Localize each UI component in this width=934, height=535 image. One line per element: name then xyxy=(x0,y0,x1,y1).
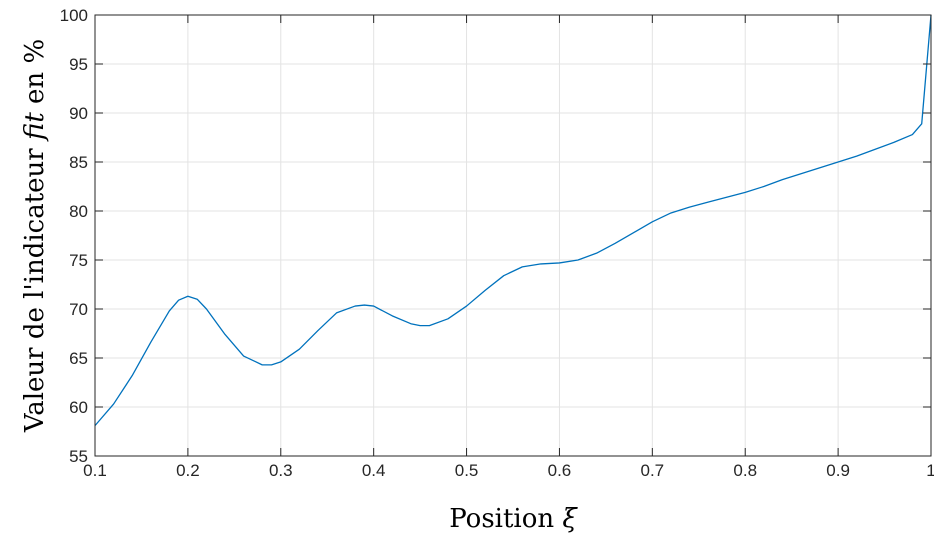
x-tick-label: 0.9 xyxy=(826,461,850,480)
x-tick-label: 1 xyxy=(926,461,934,480)
y-axis-title: Valeur de l'indicateur fit en % xyxy=(20,39,50,433)
series-layer xyxy=(94,14,932,427)
x-tick-label: 0.6 xyxy=(548,461,572,480)
x-tick-label: 0.3 xyxy=(269,461,293,480)
x-tick-label: 0.1 xyxy=(83,461,107,480)
x-axis-title: Position ξ xyxy=(449,504,578,534)
axes-box xyxy=(94,14,932,457)
y-tick-label: 80 xyxy=(69,202,88,221)
tick-marks xyxy=(94,14,932,457)
y-tick-label: 55 xyxy=(69,447,88,466)
x-tick-label: 0.5 xyxy=(455,461,479,480)
y-tick-labels: 55 60 65 70 75 80 85 90 95 100 xyxy=(60,6,88,466)
y-tick-label: 65 xyxy=(69,349,88,368)
x-tick-label: 0.8 xyxy=(733,461,757,480)
plot-area xyxy=(95,15,931,456)
y-tick-label: 70 xyxy=(69,300,88,319)
y-tick-label: 85 xyxy=(69,153,88,172)
x-tick-label: 0.2 xyxy=(176,461,200,480)
x-tick-label: 0.4 xyxy=(362,461,386,480)
y-tick-label: 100 xyxy=(60,6,88,25)
y-tick-label: 75 xyxy=(69,251,88,270)
y-tick-label: 95 xyxy=(69,55,88,74)
y-tick-label: 60 xyxy=(69,398,88,417)
series-line xyxy=(94,14,932,427)
x-tick-label: 0.7 xyxy=(641,461,665,480)
x-tick-labels: 0.1 0.2 0.3 0.4 0.5 0.6 0.7 0.8 0.9 1 xyxy=(83,461,934,480)
y-tick-label: 90 xyxy=(69,104,88,123)
